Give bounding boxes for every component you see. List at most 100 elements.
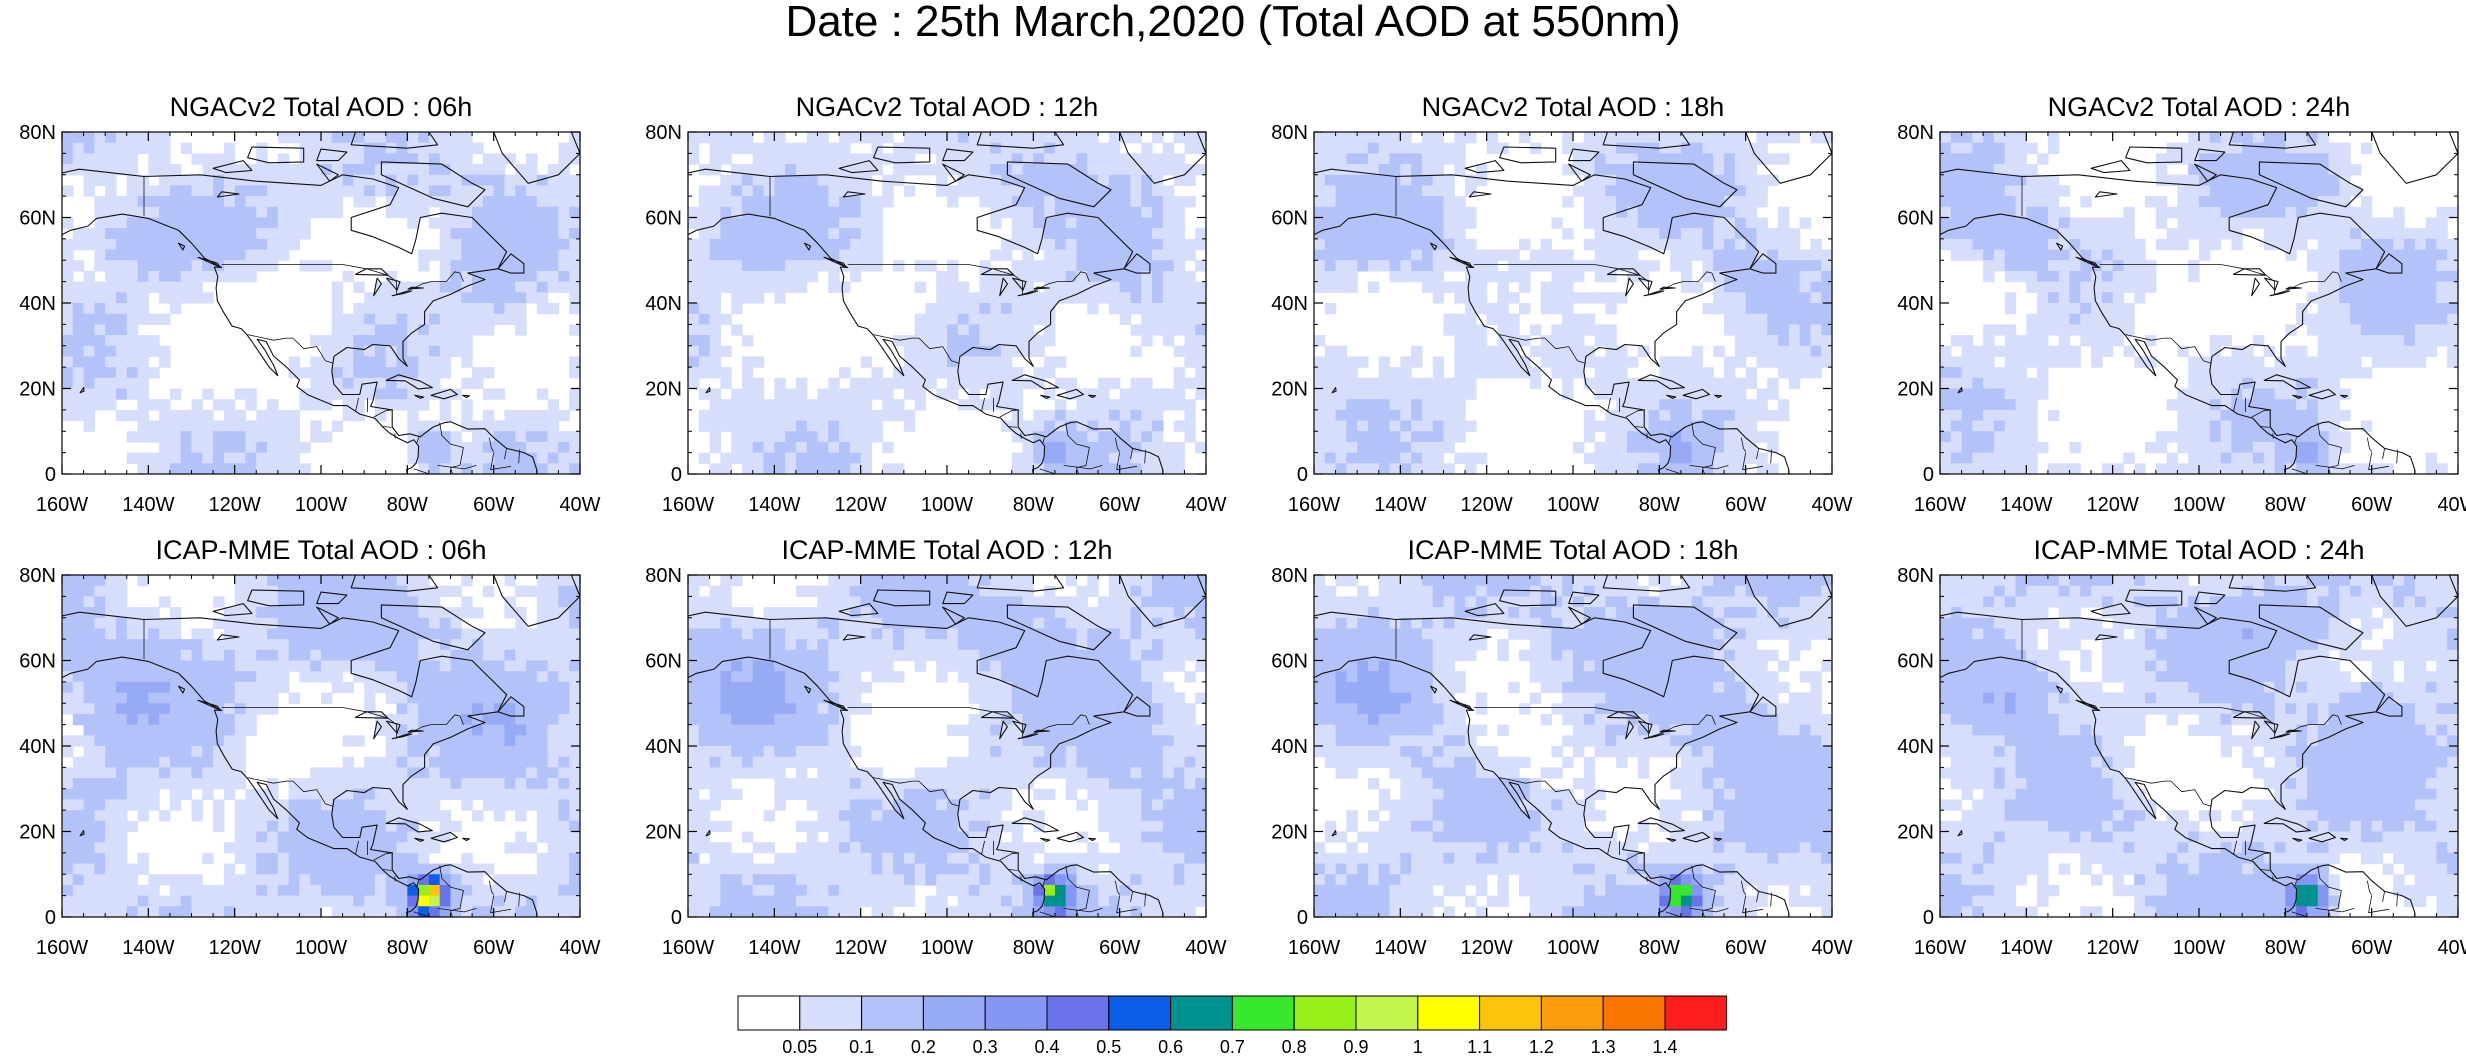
lon-tick-label: 60W (2351, 494, 2392, 516)
colorbar-tick-label: 0.5 (1096, 1037, 1121, 1055)
lat-tick-label: 40N (1271, 736, 1308, 758)
colorbar-swatch (1664, 995, 1727, 1031)
lon-tick-label: 160W (1914, 937, 1966, 959)
aod-map: 80N 60N 40N 20N 0 160W 140W 120W 100W 80W 60W 40W (1897, 122, 2466, 516)
lat-tick-label: 60N (19, 651, 56, 673)
coastline-overlay (1940, 132, 2458, 474)
aod-map: 80N 60N 40N 20N 0 160W 140W 120W 100W 80W 60W 40W (645, 565, 1226, 959)
lon-tick-label: 120W (2087, 937, 2139, 959)
panel-title: ICAP-MME Total AOD : 12h (781, 535, 1113, 565)
lon-tick-label: 140W (122, 937, 174, 959)
lat-tick-label: 0 (1923, 907, 1934, 929)
lon-tick-label: 60W (2351, 937, 2392, 959)
colorbar-swatch (922, 995, 986, 1031)
lat-tick-label: 60N (19, 208, 56, 230)
aod-field (62, 132, 580, 474)
lon-tick-label: 160W (36, 494, 88, 516)
lat-tick-label: 20N (1271, 822, 1308, 844)
lon-tick-label: 40W (2437, 937, 2466, 959)
lon-tick-label: 60W (1725, 494, 1766, 516)
map-panel: ICAP-MME Total AOD : 06h 80N 60N 40N 20N 0 160… (0, 535, 600, 1005)
coastline-overlay (1940, 575, 2458, 917)
lon-tick-label: 40W (1185, 937, 1226, 959)
lat-tick-label: 20N (1897, 379, 1934, 401)
colorbar-swatch (1355, 995, 1419, 1031)
figure-title: Date : 25th March,2020 (Total AOD at 550… (785, 0, 1681, 46)
aod-field (1940, 575, 2458, 917)
map-panel: NGACv2 Total AOD : 18h 80N 60N 40N 20N 0 160W 1… (1252, 92, 1852, 562)
lon-tick-label: 100W (921, 937, 973, 959)
colorbar-swatch (1417, 995, 1481, 1031)
colorbar-swatch (1293, 995, 1357, 1031)
aod-field (1314, 575, 1832, 917)
lon-tick-label: 100W (2173, 937, 2225, 959)
lat-tick-label: 60N (1271, 651, 1308, 673)
lon-tick-label: 100W (921, 494, 973, 516)
lat-tick-label: 20N (645, 379, 682, 401)
lat-tick-label: 0 (671, 907, 682, 929)
lon-tick-label: 160W (1914, 494, 1966, 516)
lat-tick-label: 20N (19, 822, 56, 844)
lat-tick-label: 80N (1897, 122, 1934, 144)
aod-field (688, 132, 1206, 474)
lat-tick-label: 40N (1897, 736, 1934, 758)
aod-colorbar: 0.05 0.1 0.2 0.3 0.4 0.5 0.6 0.7 0.8 0.9 1 1.1 1.2 1.… (737, 995, 1727, 1055)
map-panel: ICAP-MME Total AOD : 18h 80N 60N 40N 20N 0 160… (1252, 535, 1852, 1005)
colorbar-swatch (1231, 995, 1295, 1031)
panel-title: NGACv2 Total AOD : 24h (2047, 92, 2351, 122)
colorbar-tick-label: 0.7 (1220, 1037, 1245, 1055)
lon-tick-label: 140W (122, 494, 174, 516)
lat-tick-label: 80N (19, 122, 56, 144)
lat-tick-label: 0 (1297, 464, 1308, 486)
lon-tick-label: 100W (295, 494, 347, 516)
map-panel: ICAP-MME Total AOD : 24h 80N 60N 40N 20N 0 160… (1878, 535, 2466, 1005)
lat-tick-label: 40N (645, 736, 682, 758)
map-panel: ICAP-MME Total AOD : 12h 80N 60N 40N 20N 0 160… (626, 535, 1226, 1005)
lat-tick-label: 40N (1897, 293, 1934, 315)
lon-tick-label: 100W (1547, 937, 1599, 959)
aod-map: 80N 60N 40N 20N 0 160W 140W 120W 100W 80W 60W 40W (1271, 122, 1852, 516)
coastline-overlay (62, 132, 580, 474)
colorbar-tick-label: 0.8 (1282, 1037, 1307, 1055)
map-panel: NGACv2 Total AOD : 24h 80N 60N 40N 20N 0 160W 1… (1878, 92, 2466, 562)
coastline-overlay (1314, 575, 1832, 917)
lon-tick-label: 80W (1013, 494, 1054, 516)
lon-tick-label: 140W (2000, 937, 2052, 959)
coastline-overlay (1314, 132, 1832, 474)
lon-tick-label: 60W (1099, 937, 1140, 959)
colorbar-swatch (1602, 995, 1666, 1031)
colorbar-swatch (1170, 995, 1233, 1031)
panel-title: ICAP-MME Total AOD : 18h (1407, 535, 1739, 565)
colorbar-tick-label: 0.6 (1158, 1037, 1183, 1055)
lon-tick-label: 40W (559, 494, 600, 516)
colorbar-tick-label: 0.05 (782, 1037, 817, 1055)
lat-tick-label: 20N (645, 822, 682, 844)
lon-tick-label: 80W (1639, 937, 1680, 959)
lat-tick-label: 80N (1897, 565, 1934, 587)
aod-map: 80N 60N 40N 20N 0 160W 140W 120W 100W 80W 60W 40W (645, 122, 1226, 516)
colorbar-tick-label: 1 (1413, 1037, 1423, 1055)
lon-tick-label: 100W (295, 937, 347, 959)
lon-tick-label: 100W (1547, 494, 1599, 516)
lon-tick-label: 80W (1013, 937, 1054, 959)
panel-title: ICAP-MME Total AOD : 24h (2033, 535, 2365, 565)
lon-tick-label: 140W (2000, 494, 2052, 516)
lat-tick-label: 20N (1897, 822, 1934, 844)
aod-map: 80N 60N 40N 20N 0 160W 140W 120W 100W 80W 60W 40W (19, 565, 600, 959)
colorbar-tick-label: 1.4 (1652, 1037, 1677, 1055)
lon-tick-label: 60W (1725, 937, 1766, 959)
lat-tick-label: 40N (19, 293, 56, 315)
colorbar-swatch (1046, 995, 1110, 1031)
colorbar-tick-label: 0.3 (973, 1037, 998, 1055)
aod-map: 80N 60N 40N 20N 0 160W 140W 120W 100W 80W 60W 40W (1897, 565, 2466, 959)
lat-tick-label: 20N (1271, 379, 1308, 401)
colorbar-tick-label: 1.2 (1529, 1037, 1554, 1055)
lat-tick-label: 80N (645, 122, 682, 144)
lon-tick-label: 80W (1639, 494, 1680, 516)
lat-tick-label: 20N (19, 379, 56, 401)
lon-tick-label: 120W (209, 494, 261, 516)
lon-tick-label: 120W (2087, 494, 2139, 516)
map-panel: NGACv2 Total AOD : 12h 80N 60N 40N 20N 0 160W 1… (626, 92, 1226, 562)
lon-tick-label: 60W (1099, 494, 1140, 516)
colorbar-swatch (1108, 995, 1172, 1031)
